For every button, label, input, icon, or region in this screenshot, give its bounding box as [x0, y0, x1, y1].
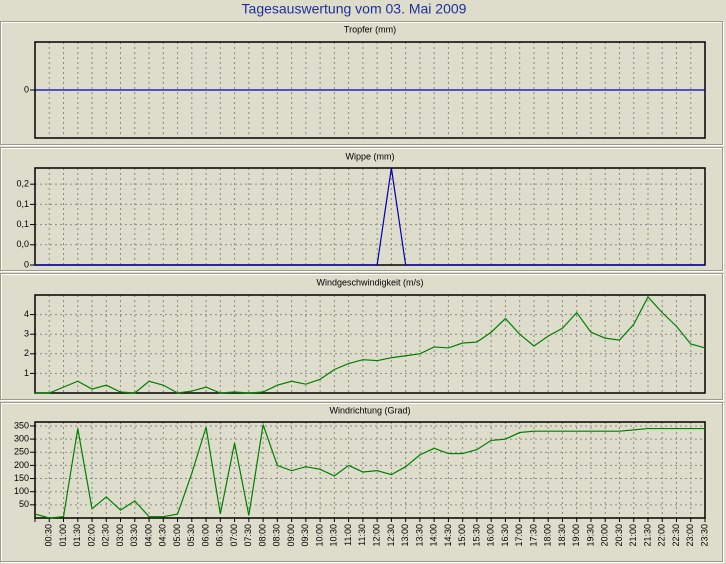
x-tick-label: 10:00	[314, 524, 324, 547]
data-line	[35, 295, 706, 394]
panel	[1, 22, 724, 146]
x-tick-label: 14:30	[443, 524, 453, 547]
x-tick-label: 19:00	[571, 524, 581, 547]
chart-title: Tropfer (mm)	[344, 24, 396, 34]
page-title: Tagesauswertung vom 03. Mai 2009	[242, 1, 467, 17]
x-tick-label: 13:00	[400, 524, 410, 547]
x-tick-label: 22:00	[657, 524, 667, 547]
x-tick-label: 02:30	[101, 524, 111, 547]
x-tick-label: 22:30	[671, 524, 681, 547]
y-tick-label: 0	[24, 259, 29, 269]
x-tick-label: 05:00	[172, 524, 182, 547]
x-tick-label: 23:30	[699, 524, 709, 547]
x-tick-label: 17:30	[528, 524, 538, 547]
x-tick-label: 08:00	[257, 524, 267, 547]
chart-title: Windgeschwindigkeit (m/s)	[316, 277, 423, 287]
y-tick-label: 0,2	[16, 179, 29, 189]
y-tick-label: 150	[14, 473, 29, 483]
x-tick-label: 16:00	[486, 524, 496, 547]
panel	[1, 274, 724, 401]
x-tick-label: 15:00	[457, 524, 467, 547]
x-tick-label: 21:00	[628, 524, 638, 547]
x-tick-label: 04:30	[158, 524, 168, 547]
y-tick-label: 300	[14, 433, 29, 443]
x-tick-label: 18:30	[557, 524, 567, 547]
x-tick-label: 01:30	[72, 524, 82, 547]
x-tick-label: 20:30	[614, 524, 624, 547]
x-tick-label: 21:30	[642, 524, 652, 547]
panel-shadow	[0, 147, 723, 271]
x-tick-label: 00:30	[44, 524, 54, 547]
x-tick-label: 01:00	[58, 524, 68, 547]
x-tick-label: 06:00	[200, 524, 210, 547]
panel	[1, 403, 724, 563]
y-tick-label: 250	[14, 447, 29, 457]
y-tick-label: 0,1	[16, 199, 29, 209]
chart-title: Windrichtung (Grad)	[329, 405, 410, 415]
x-tick-label: 14:00	[429, 524, 439, 547]
panel-shadow	[0, 402, 723, 562]
x-tick-label: 16:30	[500, 524, 510, 547]
y-tick-label: 3	[24, 329, 29, 339]
chart-title: Wippe (mm)	[346, 151, 395, 161]
y-tick-label: 350	[14, 420, 29, 430]
panel-shadow	[0, 273, 723, 400]
x-tick-label: 20:00	[600, 524, 610, 547]
x-tick-label: 02:00	[86, 524, 96, 547]
y-tick-label: 100	[14, 486, 29, 496]
x-tick-label: 03:30	[129, 524, 139, 547]
x-tick-label: 23:00	[685, 524, 695, 547]
x-tick-label: 11:00	[343, 524, 353, 546]
x-tick-label: 06:30	[215, 524, 225, 547]
x-tick-label: 11:30	[357, 524, 367, 546]
y-tick-label: 0,0	[16, 239, 29, 249]
x-tick-label: 08:30	[272, 524, 282, 547]
y-tick-label: 0,1	[16, 219, 29, 229]
panel-shadow	[0, 21, 723, 145]
x-tick-label: 07:30	[243, 524, 253, 547]
x-tick-label: 13:30	[414, 524, 424, 547]
x-tick-label: 18:00	[543, 524, 553, 547]
x-tick-label: 04:00	[143, 524, 153, 547]
plot-frame	[34, 421, 706, 519]
y-tick-label: 0	[24, 84, 29, 94]
y-tick-label: 200	[14, 460, 29, 470]
y-tick-label: 50	[19, 499, 29, 509]
x-tick-label: 03:00	[115, 524, 125, 547]
y-tick-label: 2	[24, 348, 29, 358]
y-tick-label: 1	[24, 368, 29, 378]
x-tick-label: 09:30	[300, 524, 310, 547]
y-tick-label: 4	[24, 309, 29, 319]
x-tick-label: 12:00	[372, 524, 382, 547]
x-tick-label: 05:30	[186, 524, 196, 547]
data-line	[34, 424, 705, 519]
plot-frame	[34, 167, 706, 266]
x-tick-label: 19:30	[585, 524, 595, 547]
plot-frame	[34, 294, 706, 394]
x-tick-label: 15:30	[471, 524, 481, 547]
panel	[1, 148, 724, 272]
x-tick-label: 10:30	[329, 524, 339, 547]
x-tick-label: 12:30	[386, 524, 396, 547]
x-tick-label: 07:00	[229, 524, 239, 547]
x-tick-label: 17:00	[514, 524, 524, 547]
data-line	[35, 167, 705, 266]
x-tick-label: 09:00	[286, 524, 296, 547]
